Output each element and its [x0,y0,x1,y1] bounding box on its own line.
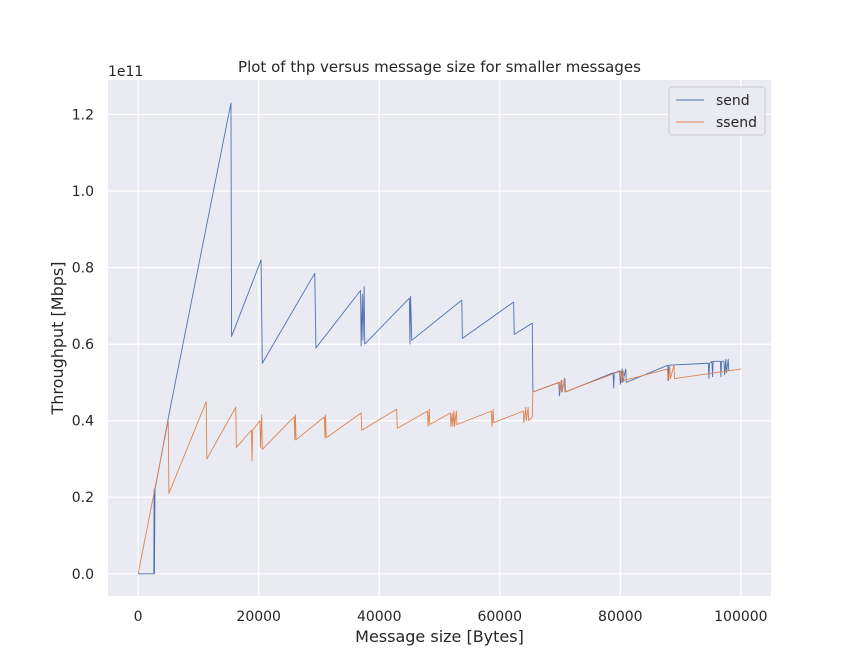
y-tick-labels: 0.0 0.2 0.4 0.6 0.8 1.0 1.2 [72,107,94,582]
y-tick-label: 0.0 [72,567,94,583]
y-tick-label: 0.2 [72,490,94,506]
x-tick-label: 100000 [714,609,767,625]
series-line-send [138,102,730,575]
grid-lines [108,80,771,596]
y-tick-label: 1.2 [72,107,94,123]
y-tick-label: 0.4 [72,414,94,430]
x-tick-labels: 0 20000 40000 60000 80000 100000 [134,609,768,625]
x-tick-label: 20000 [236,609,281,625]
y-tick-label: 1.0 [72,184,94,200]
x-tick-label: 60000 [477,609,522,625]
x-tick-label: 40000 [357,609,402,625]
y-offset-label: 1e11 [108,64,143,80]
legend: send ssend [668,86,766,136]
y-axis-label: Throughput [Mbps] [48,262,67,416]
series-line-ssend [137,364,741,574]
plot-area [108,80,771,596]
x-tick-label: 0 [134,609,143,625]
series-layer [137,102,741,575]
legend-label-ssend: ssend [716,115,757,131]
x-axis-label: Message size [Bytes] [355,627,524,646]
chart-title: Plot of thp versus message size for smal… [238,58,641,76]
legend-label-send: send [716,93,750,109]
x-tick-label: 80000 [598,609,643,625]
y-tick-label: 0.6 [72,337,94,353]
legend-box [668,86,766,136]
y-tick-label: 0.8 [72,261,94,277]
